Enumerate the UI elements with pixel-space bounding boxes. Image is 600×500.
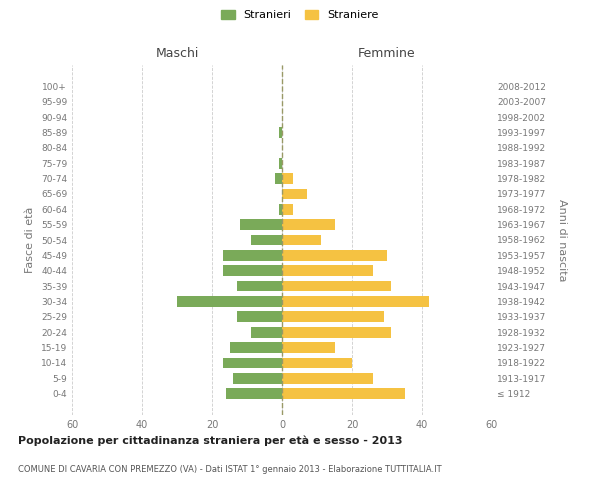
Bar [282,204,293,214]
Bar [236,312,282,322]
Bar [282,358,352,368]
Bar [282,219,335,230]
Bar [229,342,282,353]
Bar [278,204,282,214]
Text: Popolazione per cittadinanza straniera per età e sesso - 2013: Popolazione per cittadinanza straniera p… [18,435,403,446]
Bar [233,373,282,384]
Bar [251,327,282,338]
Bar [282,280,391,291]
Bar [282,173,293,184]
Bar [236,280,282,291]
Bar [282,373,373,384]
Bar [282,234,320,246]
Bar [275,173,282,184]
Text: COMUNE DI CAVARIA CON PREMEZZO (VA) - Dati ISTAT 1° gennaio 2013 - Elaborazione : COMUNE DI CAVARIA CON PREMEZZO (VA) - Da… [18,465,442,474]
Bar [282,188,307,200]
Y-axis label: Anni di nascita: Anni di nascita [557,198,567,281]
Bar [282,342,335,353]
Bar [177,296,282,307]
Bar [251,234,282,246]
Bar [282,312,383,322]
Y-axis label: Fasce di età: Fasce di età [25,207,35,273]
Text: Maschi: Maschi [155,47,199,60]
Bar [282,388,404,399]
Bar [223,358,282,368]
Bar [282,327,391,338]
Bar [223,250,282,261]
Bar [226,388,282,399]
Bar [282,250,387,261]
Bar [240,219,282,230]
Bar [282,266,373,276]
Legend: Stranieri, Straniere: Stranieri, Straniere [217,6,383,25]
Bar [223,266,282,276]
Text: Femmine: Femmine [358,47,416,60]
Bar [282,296,429,307]
Bar [278,158,282,168]
Bar [278,127,282,138]
